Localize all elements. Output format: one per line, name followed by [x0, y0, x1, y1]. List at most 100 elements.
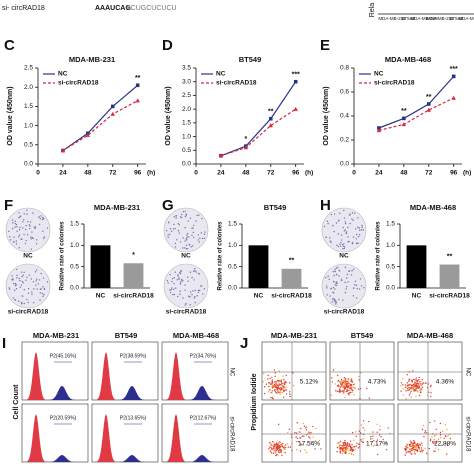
- colony-plate: [5, 263, 51, 309]
- event-dot: [413, 440, 416, 442]
- event-dot: [420, 442, 423, 444]
- event-dot: [439, 436, 442, 439]
- colony: [46, 227, 49, 229]
- category-label: BT549: [401, 16, 415, 21]
- colony: [15, 287, 18, 290]
- colony: [349, 222, 351, 225]
- colony: [342, 299, 344, 301]
- colony: [22, 282, 24, 284]
- event-dot: [346, 446, 348, 448]
- colony: [194, 295, 196, 298]
- event-dot: [339, 440, 342, 443]
- event-dot: [414, 380, 416, 383]
- event-dot: [344, 451, 347, 453]
- event-dot: [280, 386, 282, 389]
- event-dot: [415, 395, 417, 397]
- point: [135, 83, 140, 88]
- colony: [183, 247, 186, 249]
- colony: [357, 217, 359, 219]
- event-dot: [429, 439, 432, 442]
- colony: [42, 286, 44, 288]
- colony: [340, 241, 342, 244]
- series-line: [378, 75, 455, 129]
- g2-peak: [22, 455, 88, 462]
- colony: [24, 228, 27, 231]
- y-tick-label: 2.0: [24, 84, 33, 91]
- event-dot: [283, 396, 285, 399]
- colony: [32, 281, 35, 283]
- event-dot: [269, 446, 271, 448]
- event-dot: [446, 435, 448, 438]
- colony: [187, 295, 190, 297]
- event-dot: [341, 380, 344, 382]
- colony: [30, 238, 32, 240]
- event-dot: [341, 450, 344, 453]
- event-dot: [347, 442, 349, 444]
- colony: [34, 271, 37, 273]
- event-dot: [304, 427, 307, 430]
- colony: [172, 293, 174, 296]
- event-dot: [358, 375, 360, 378]
- event-dot: [279, 391, 281, 393]
- colony: [342, 245, 345, 248]
- event-dot: [336, 385, 339, 387]
- event-dot: [408, 379, 410, 381]
- colony: [36, 278, 38, 280]
- event-dot: [358, 443, 360, 445]
- event-dot: [267, 378, 269, 380]
- panel-letter: D: [162, 37, 173, 54]
- event-dot: [376, 423, 378, 425]
- event-dot: [430, 384, 432, 387]
- colony: [343, 209, 345, 212]
- event-dot: [338, 446, 341, 448]
- event-dot: [276, 388, 279, 390]
- g2-peak: [162, 455, 228, 462]
- y-tick-label: 0.0: [340, 161, 349, 168]
- colony: [323, 225, 326, 228]
- panel-letter: F: [4, 197, 13, 214]
- y-tick-label: 0.5: [24, 142, 33, 149]
- event-dot: [272, 447, 275, 450]
- colony: [39, 292, 42, 294]
- axis-label: Rela: [369, 3, 376, 18]
- event-dot: [424, 430, 427, 432]
- event-dot: [441, 444, 443, 447]
- event-dot: [349, 447, 351, 450]
- event-dot: [416, 390, 418, 392]
- colony: [342, 248, 344, 250]
- event-dot: [411, 441, 413, 444]
- colony: [178, 277, 180, 279]
- event-dot: [277, 380, 280, 383]
- event-dot: [432, 440, 434, 443]
- colony: [362, 229, 364, 231]
- event-dot: [277, 454, 279, 456]
- colony: [174, 227, 176, 230]
- colony: [186, 236, 188, 239]
- event-dot: [342, 390, 345, 392]
- event-dot: [414, 446, 416, 449]
- colony: [184, 226, 186, 229]
- event-dot: [430, 395, 432, 398]
- colony: [197, 289, 200, 292]
- colony: [361, 226, 364, 228]
- event-dot: [345, 449, 348, 452]
- point: [218, 153, 224, 158]
- event-dot: [272, 397, 274, 400]
- dotplot-frame: [397, 341, 463, 401]
- colony: [333, 299, 336, 302]
- event-dot: [418, 447, 421, 449]
- event-dot: [346, 447, 349, 449]
- event-dot: [439, 434, 442, 436]
- colony: [193, 224, 195, 227]
- colony: [34, 227, 37, 230]
- event-dot: [349, 443, 351, 445]
- y-tick-label: 1.5: [386, 221, 395, 228]
- x-tick-label: 96: [450, 170, 458, 177]
- event-dot: [276, 392, 278, 395]
- colony: [171, 287, 173, 289]
- panel-letter: G: [162, 197, 174, 214]
- event-dot: [403, 448, 406, 450]
- colony: [189, 244, 191, 246]
- colony: [355, 284, 358, 286]
- event-dot: [346, 388, 348, 390]
